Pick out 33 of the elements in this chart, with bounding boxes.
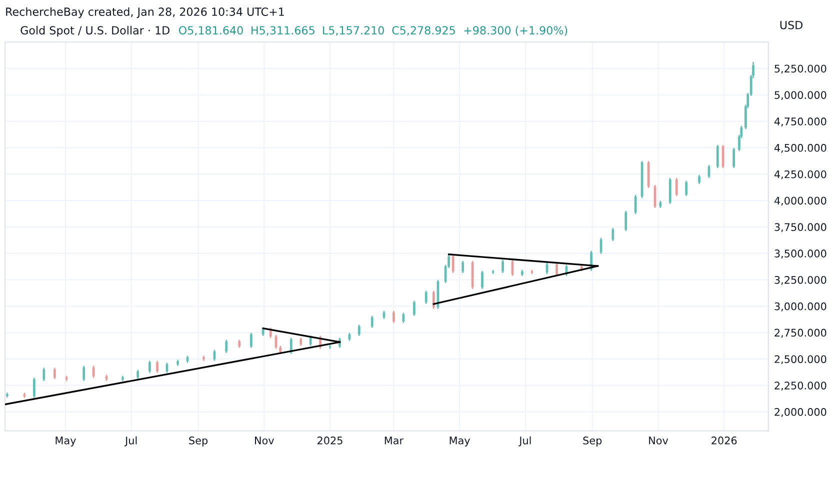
x-tick-label: Mar [384,436,404,444]
x-tick-label: Sep [189,436,208,446]
y-tick-label: 2,750.000 [774,328,826,338]
x-tick-label: Nov [255,436,274,444]
text: RechercheBay created, Jan 28, 2026 10:34 UTC+1 [6,7,284,18]
y-tick-label: 3,250.000 [774,276,826,285]
text: C5,278.925 [392,26,455,36]
x-tick-label: Jul [518,436,531,446]
x-tick-label: May [56,436,76,446]
x-tick-label: May [450,436,470,446]
y-tick-label: 4,750.000 [774,118,826,126]
text: L5,157.210 [323,26,384,36]
x-tick-label: 2026 [712,436,737,444]
text: +98.300 (+1.90%) [464,26,568,36]
text: O5,181.640 [178,26,243,36]
y-tick-label: 4,250.000 [774,170,826,180]
y-tick-label: 3,750.000 [774,223,826,232]
y-tick-label: 5,000.000 [774,91,826,100]
y-tick-label: 5,250.000 [774,64,826,74]
x-tick-label: Nov [649,436,668,444]
y-tick-label: 2,500.000 [774,355,826,364]
y-tick-label: 3,500.000 [774,250,826,258]
x-tick-label: Sep [583,436,602,446]
y-axis-title: USD [780,20,802,30]
y-tick-label: 3,000.000 [774,302,826,312]
y-tick-label: 4,000.000 [774,196,826,206]
chart-title: Gold Spot / U.S. Dollar · 1D [20,26,170,37]
y-tick-label: 2,250.000 [774,382,826,391]
y-tick-label: 4,500.000 [774,144,826,153]
text: H5,311.665 [252,26,314,36]
x-tick-label: 2025 [318,436,342,444]
y-tick-label: 2,000.000 [774,408,826,417]
x-tick-label: Jul [124,436,137,446]
